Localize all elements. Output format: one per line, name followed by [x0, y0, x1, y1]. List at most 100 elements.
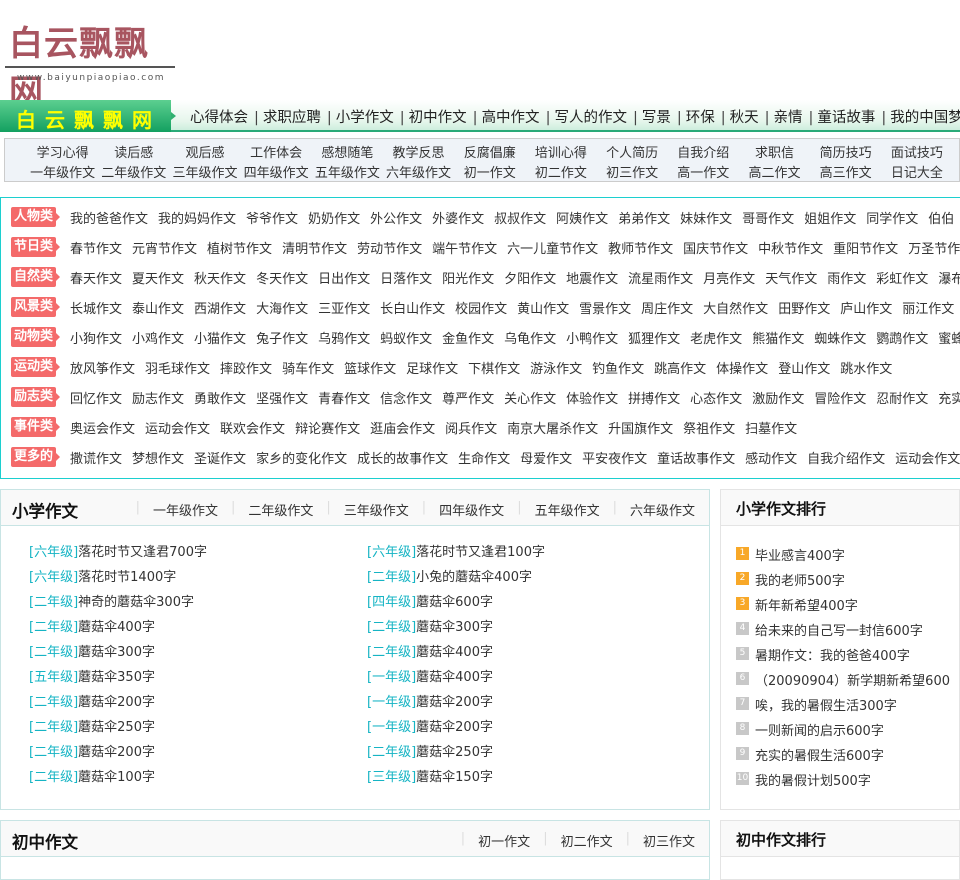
- category-link[interactable]: 外婆作文: [432, 211, 485, 227]
- essay-link[interactable]: [二年级]蘑菇伞250字: [29, 715, 207, 740]
- grade-tag[interactable]: [二年级]: [367, 570, 417, 585]
- category-link[interactable]: 熊猫作文: [752, 331, 805, 347]
- category-link[interactable]: 小狗作文: [70, 331, 123, 347]
- rank-item[interactable]: 9 充实的暑假生活600字: [736, 744, 950, 769]
- essay-title[interactable]: 蘑菇伞400字: [416, 645, 493, 660]
- category-link[interactable]: 长城作文: [70, 301, 123, 317]
- category-link[interactable]: 体操作文: [716, 361, 769, 377]
- category-label[interactable]: 自然类: [11, 267, 61, 287]
- essay-link[interactable]: [二年级]蘑菇伞100字: [29, 765, 207, 790]
- category-link[interactable]: 国庆节作文: [683, 241, 749, 257]
- category-link[interactable]: 六一儿童节作文: [507, 241, 599, 257]
- category-link[interactable]: 自我介绍作文: [807, 451, 886, 467]
- category-link[interactable]: 激励作文: [752, 391, 805, 407]
- tab-middle[interactable]: 初一作文: [478, 835, 531, 850]
- essay-title[interactable]: 蘑菇伞200字: [78, 695, 155, 710]
- rank-title[interactable]: 一则新闻的启示600字: [755, 724, 884, 739]
- nav-link[interactable]: 高中作文: [481, 110, 540, 126]
- essay-link[interactable]: [一年级]蘑菇伞200字: [367, 690, 545, 715]
- category-link[interactable]: 乌鸦作文: [318, 331, 371, 347]
- rank-item[interactable]: 4 给未来的自己写一封信600字: [736, 619, 950, 644]
- tab-primary[interactable]: 一年级作文: [152, 504, 218, 519]
- sub-nav-link[interactable]: 观后感: [185, 146, 225, 161]
- essay-link[interactable]: [一年级]蘑菇伞400字: [367, 665, 545, 690]
- rank-item[interactable]: 10 我的暑假计划500字: [736, 769, 950, 794]
- category-link[interactable]: 重阳节作文: [833, 241, 899, 257]
- nav-link[interactable]: 初中作文: [408, 110, 467, 126]
- category-link[interactable]: 中秋节作文: [758, 241, 824, 257]
- category-link[interactable]: 老虎作文: [690, 331, 743, 347]
- grade-tag[interactable]: [六年级]: [29, 545, 79, 560]
- category-link[interactable]: 妹妹作文: [680, 211, 733, 227]
- essay-title[interactable]: 蘑菇伞300字: [78, 645, 155, 660]
- essay-title[interactable]: 蘑菇伞300字: [416, 620, 493, 635]
- sub-nav-link[interactable]: 初一作文: [463, 166, 516, 181]
- category-link[interactable]: 雪景作文: [579, 301, 632, 317]
- category-link[interactable]: 教师节作文: [608, 241, 674, 257]
- category-link[interactable]: 爷爷作文: [246, 211, 299, 227]
- essay-link[interactable]: [二年级]蘑菇伞300字: [29, 640, 207, 665]
- essay-title[interactable]: 落花时节又逢君700字: [78, 545, 207, 560]
- nav-link[interactable]: 亲情: [773, 110, 803, 126]
- category-link[interactable]: 冬天作文: [256, 271, 309, 287]
- essay-link[interactable]: [四年级]蘑菇伞600字: [367, 590, 545, 615]
- essay-title[interactable]: 蘑菇伞100字: [78, 770, 155, 785]
- category-link[interactable]: 羽毛球作文: [145, 361, 211, 377]
- category-link[interactable]: 升国旗作文: [608, 421, 674, 437]
- category-link[interactable]: 蜘蛛作文: [814, 331, 867, 347]
- category-link[interactable]: 平安夜作文: [582, 451, 648, 467]
- category-link[interactable]: 扫墓作文: [745, 421, 798, 437]
- essay-link[interactable]: [二年级]蘑菇伞400字: [367, 640, 545, 665]
- rank-item[interactable]: 7 唉，我的暑假生活300字: [736, 694, 950, 719]
- rank-title[interactable]: 暑期作文：我的爸爸400字: [755, 649, 910, 664]
- category-link[interactable]: 生命作文: [458, 451, 511, 467]
- category-link[interactable]: 兔子作文: [256, 331, 309, 347]
- essay-title[interactable]: 蘑菇伞400字: [78, 620, 155, 635]
- category-link[interactable]: 钓鱼作文: [592, 361, 645, 377]
- nav-link[interactable]: 写人的作文: [554, 110, 627, 126]
- category-link[interactable]: 劳动节作文: [357, 241, 423, 257]
- category-label[interactable]: 人物类: [11, 207, 61, 227]
- category-link[interactable]: 夕阳作文: [504, 271, 557, 287]
- category-link[interactable]: 小猫作文: [194, 331, 247, 347]
- category-link[interactable]: 校园作文: [455, 301, 508, 317]
- sub-nav-link[interactable]: 高三作文: [819, 166, 872, 181]
- grade-tag[interactable]: [二年级]: [29, 620, 79, 635]
- category-link[interactable]: 阅兵作文: [445, 421, 498, 437]
- category-link[interactable]: 蜜蜂: [938, 331, 960, 347]
- category-link[interactable]: 成长的故事作文: [357, 451, 449, 467]
- nav-link[interactable]: 写景: [641, 110, 671, 126]
- category-link[interactable]: 同学作文: [866, 211, 919, 227]
- grade-tag[interactable]: [二年级]: [29, 695, 79, 710]
- essay-title[interactable]: 蘑菇伞250字: [78, 720, 155, 735]
- essay-title[interactable]: 蘑菇伞200字: [78, 745, 155, 760]
- category-link[interactable]: 圣诞作文: [194, 451, 247, 467]
- category-link[interactable]: 奶奶作文: [308, 211, 361, 227]
- tab-middle[interactable]: 初三作文: [642, 835, 695, 850]
- sub-nav-link[interactable]: 感想随笔: [321, 146, 374, 161]
- sub-nav-link[interactable]: 反腐倡廉: [463, 146, 516, 161]
- category-link[interactable]: 泰山作文: [132, 301, 185, 317]
- nav-link[interactable]: 我的中国梦作文: [890, 110, 960, 126]
- category-link[interactable]: 冒险作文: [814, 391, 867, 407]
- category-link[interactable]: 辩论赛作文: [295, 421, 361, 437]
- category-link[interactable]: 童话故事作文: [657, 451, 736, 467]
- essay-link[interactable]: [一年级]蘑菇伞200字: [367, 715, 545, 740]
- category-link[interactable]: 感动作文: [745, 451, 798, 467]
- sub-nav-link[interactable]: 初二作文: [534, 166, 587, 181]
- category-link[interactable]: 忍耐作文: [876, 391, 929, 407]
- category-link[interactable]: 金鱼作文: [442, 331, 495, 347]
- essay-link[interactable]: [六年级]落花时节又逢君100字: [367, 540, 545, 565]
- category-link[interactable]: 丽江作文: [902, 301, 955, 317]
- category-link[interactable]: 元宵节作文: [132, 241, 198, 257]
- category-link[interactable]: 端午节作文: [432, 241, 498, 257]
- category-link[interactable]: 跳高作文: [654, 361, 707, 377]
- category-link[interactable]: 充实: [938, 391, 960, 407]
- grade-tag[interactable]: [二年级]: [29, 645, 79, 660]
- category-link[interactable]: 蚂蚁作文: [380, 331, 433, 347]
- grade-tag[interactable]: [一年级]: [367, 720, 417, 735]
- sub-nav-link[interactable]: 高二作文: [748, 166, 801, 181]
- site-logo[interactable]: 白云飘飘网 www.baiyunpiaopiao.com: [5, 12, 175, 113]
- grade-tag[interactable]: [二年级]: [367, 645, 417, 660]
- category-link[interactable]: 体验作文: [566, 391, 619, 407]
